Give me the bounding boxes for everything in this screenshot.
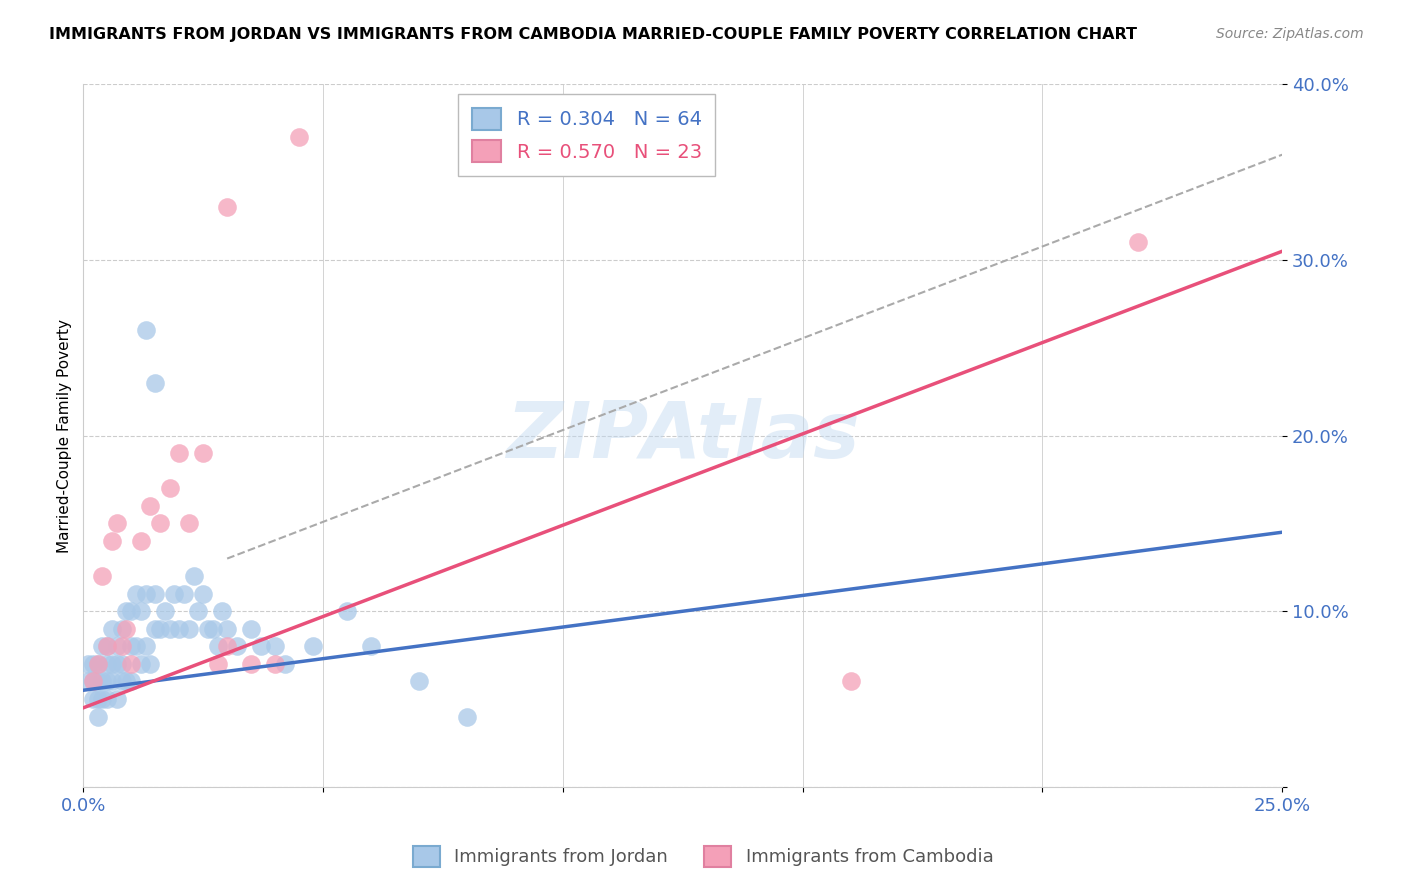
Point [197, 622, 219, 636]
Point [96, 674, 118, 689]
Point [273, 657, 295, 671]
Point [82, 674, 104, 689]
Point [207, 640, 229, 654]
Point [173, 587, 195, 601]
Point [143, 376, 166, 390]
Point [839, 674, 862, 689]
Point [159, 622, 181, 636]
Point [111, 640, 134, 654]
Point [77, 674, 100, 689]
Point [167, 622, 190, 636]
Text: Source: ZipAtlas.com: Source: ZipAtlas.com [1216, 27, 1364, 41]
Point [143, 587, 166, 601]
Point [120, 674, 142, 689]
Point [86, 657, 108, 671]
Point [207, 657, 229, 671]
Point [125, 587, 148, 601]
Point [408, 674, 430, 689]
Point [129, 534, 152, 549]
Point [111, 657, 134, 671]
Point [91, 640, 114, 654]
Point [115, 622, 138, 636]
Point [120, 640, 142, 654]
Point [96, 640, 118, 654]
Point [82, 692, 104, 706]
Text: ZIPAtlas: ZIPAtlas [506, 398, 859, 474]
Point [139, 499, 162, 513]
Point [86, 692, 108, 706]
Point [86, 674, 108, 689]
Point [211, 604, 233, 618]
Point [159, 481, 181, 495]
Point [264, 657, 287, 671]
Point [91, 692, 114, 706]
Point [360, 640, 382, 654]
Point [187, 604, 209, 618]
Point [101, 534, 124, 549]
Legend: Immigrants from Jordan, Immigrants from Cambodia: Immigrants from Jordan, Immigrants from … [405, 838, 1001, 874]
Point [264, 640, 287, 654]
Point [120, 657, 142, 671]
Legend: R = 0.304   N = 64, R = 0.570   N = 23: R = 0.304 N = 64, R = 0.570 N = 23 [458, 95, 716, 176]
Point [91, 674, 114, 689]
Point [149, 516, 172, 531]
Point [115, 604, 138, 618]
Point [240, 622, 263, 636]
Point [96, 692, 118, 706]
Point [153, 604, 176, 618]
Point [82, 674, 104, 689]
Point [96, 640, 118, 654]
Point [105, 516, 128, 531]
Point [201, 622, 224, 636]
Point [135, 587, 157, 601]
Point [91, 569, 114, 583]
Point [96, 657, 118, 671]
Point [183, 569, 205, 583]
Point [217, 200, 239, 214]
Point [217, 622, 239, 636]
Point [111, 674, 134, 689]
Point [101, 657, 124, 671]
Point [129, 604, 152, 618]
Point [456, 709, 478, 723]
Point [115, 674, 138, 689]
Point [105, 640, 128, 654]
Point [143, 622, 166, 636]
Point [120, 604, 142, 618]
Point [86, 709, 108, 723]
Point [105, 692, 128, 706]
Point [129, 657, 152, 671]
Point [249, 640, 271, 654]
Point [240, 657, 263, 671]
Point [167, 446, 190, 460]
Point [217, 640, 239, 654]
Point [336, 604, 359, 618]
Point [125, 640, 148, 654]
Point [82, 657, 104, 671]
Point [193, 587, 215, 601]
Point [105, 657, 128, 671]
Point [101, 674, 124, 689]
Point [86, 657, 108, 671]
Point [225, 640, 247, 654]
Text: IMMIGRANTS FROM JORDAN VS IMMIGRANTS FROM CAMBODIA MARRIED-COUPLE FAMILY POVERTY: IMMIGRANTS FROM JORDAN VS IMMIGRANTS FRO… [49, 27, 1137, 42]
Point [302, 640, 325, 654]
Point [149, 622, 172, 636]
Point [139, 657, 162, 671]
Y-axis label: Married-Couple Family Poverty: Married-Couple Family Poverty [58, 318, 72, 553]
Point [163, 587, 186, 601]
Point [77, 657, 100, 671]
Point [177, 516, 200, 531]
Point [101, 622, 124, 636]
Point [111, 622, 134, 636]
Point [1128, 235, 1150, 250]
Point [288, 130, 311, 145]
Point [193, 446, 215, 460]
Point [135, 640, 157, 654]
Point [135, 323, 157, 337]
Point [177, 622, 200, 636]
